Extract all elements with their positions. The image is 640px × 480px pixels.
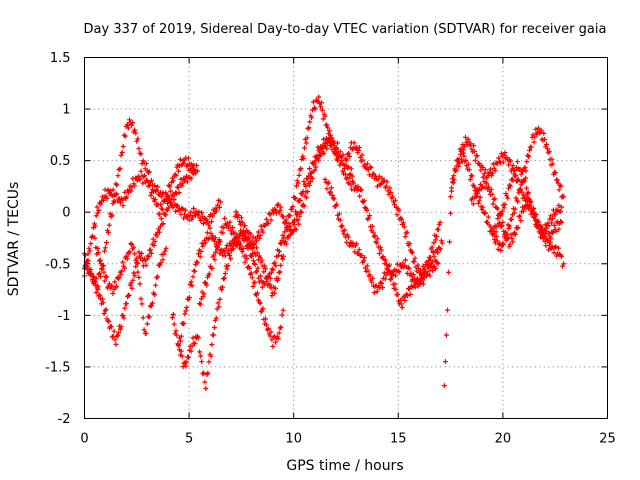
x-tick-labels: 0 5 10 15 20 25 xyxy=(80,432,615,447)
series-marks-trace-3 xyxy=(82,167,198,347)
x-tick-label: 15 xyxy=(390,432,407,447)
y-tick-label: -0.5 xyxy=(45,257,70,272)
x-tick-label: 20 xyxy=(495,432,512,447)
x-tick-label: 5 xyxy=(185,432,193,447)
series-trace-14 xyxy=(489,159,564,240)
y-tick-label: 1 xyxy=(62,103,70,118)
y-tick-label: 0 xyxy=(62,206,70,221)
x-tick-label: 0 xyxy=(80,432,88,447)
series-marks-trace-14 xyxy=(489,159,564,240)
y-tick-label: -1.5 xyxy=(45,360,70,375)
y-axis-label: SDTVAR / TECUs xyxy=(6,182,22,297)
y-tick-label: 0.5 xyxy=(50,154,71,169)
plot-frame xyxy=(84,57,608,419)
x-tick-label: 25 xyxy=(599,432,616,447)
y-tick-label: 1.5 xyxy=(50,51,71,66)
series-trace-6 xyxy=(176,225,286,349)
series-marks-trace-6 xyxy=(176,225,286,349)
series-marks-trace-4 xyxy=(92,235,169,336)
series-trace-10 xyxy=(343,140,443,279)
data-marks xyxy=(82,94,567,391)
chart-title: Day 337 of 2019, Sidereal Day-to-day VTE… xyxy=(84,22,607,37)
series-trace-4 xyxy=(92,235,169,336)
series-marks-trace-1 xyxy=(82,117,223,289)
series-trace-7 xyxy=(197,94,341,307)
y-tick-label: -2 xyxy=(58,412,71,427)
series-marks-trace-7 xyxy=(197,94,341,307)
series-trace-1 xyxy=(82,117,223,289)
series-marks-trace-9 xyxy=(322,176,441,310)
series-trace-3 xyxy=(82,167,198,347)
series-marks-trace-10 xyxy=(343,140,443,279)
y-tick-label: -1 xyxy=(58,309,71,324)
x-tick-label: 10 xyxy=(285,432,302,447)
x-axis-label: GPS time / hours xyxy=(286,458,403,474)
y-tick-labels: 1.5 1 0.5 0 -0.5 -1 -1.5 -2 xyxy=(45,51,70,427)
series-trace-9 xyxy=(322,176,441,310)
